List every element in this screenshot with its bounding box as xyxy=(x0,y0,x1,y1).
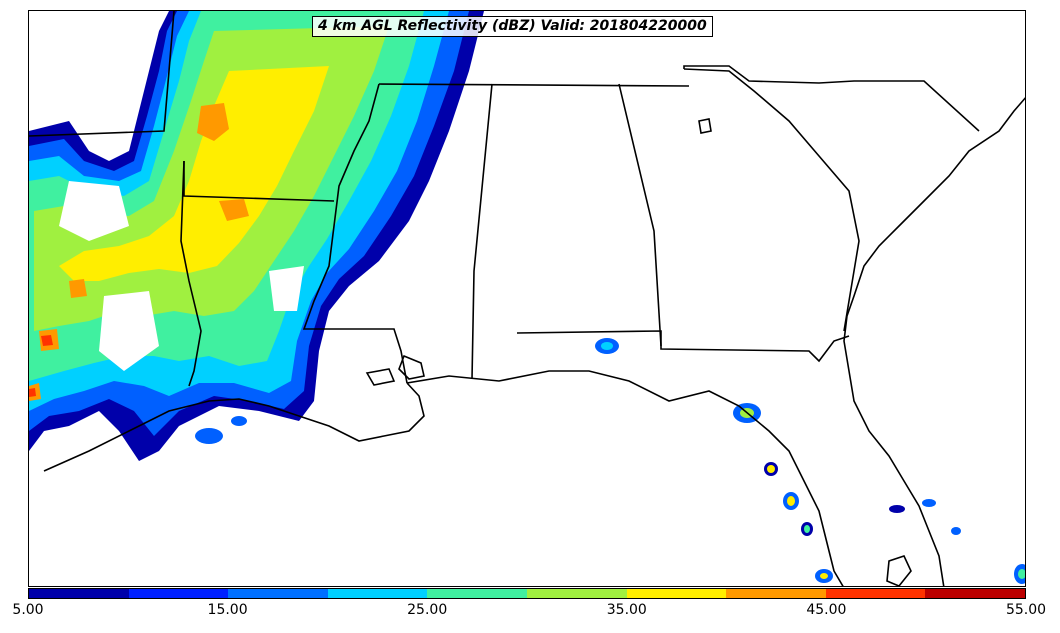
tx-la-state-line xyxy=(180,160,202,387)
atlantic-coastline xyxy=(843,97,1025,586)
colorbar-tick-label: 15.00 xyxy=(207,602,248,618)
echo-blob-2 xyxy=(601,342,613,350)
map-title: 4 km AGL Reflectivity (dBZ) Valid: 20180… xyxy=(312,16,713,37)
echo-blob-19 xyxy=(231,416,247,426)
colorbar-tick-label: 45.00 xyxy=(806,602,847,618)
reflectivity-colorbar xyxy=(28,588,1026,599)
echo-blob-14 xyxy=(922,499,936,507)
reflectivity-map xyxy=(29,11,1025,586)
colorbar-swatch-5 xyxy=(427,589,527,598)
echo-gap-4 xyxy=(49,11,149,106)
colorbar-swatch-9 xyxy=(825,589,926,598)
colorbar-tick-label: 55.00 xyxy=(1005,602,1047,618)
echo-blob-6 xyxy=(767,465,775,473)
map-panel: 4 km AGL Reflectivity (dBZ) Valid: 20180… xyxy=(28,10,1026,587)
scattered-echoes xyxy=(195,338,1025,584)
colorbar-swatch-10 xyxy=(925,589,1025,598)
echo-gap-1 xyxy=(59,181,129,241)
nc-sc-state-line xyxy=(683,65,980,132)
ms-la-river xyxy=(302,83,408,384)
echo-gap-2 xyxy=(99,291,159,371)
echo-blob-17 xyxy=(1018,569,1025,579)
echo-blob-18 xyxy=(195,428,223,444)
al-fl-state-line xyxy=(516,330,850,363)
echo-red-cell-2 xyxy=(29,388,36,397)
echo-orange-cell-1 xyxy=(197,103,229,141)
lake-pontchartrain xyxy=(365,368,396,386)
echo-orange-cell-2 xyxy=(219,199,249,221)
echo-yellow-band xyxy=(59,66,329,281)
ga-sc-state-line xyxy=(683,68,860,332)
gulf-coastline-central xyxy=(406,370,844,586)
ok-ar-line xyxy=(29,11,175,137)
florida-lake xyxy=(886,555,912,586)
tn-state-line xyxy=(378,83,690,87)
colorbar-swatch-3 xyxy=(228,589,328,598)
echo-blob-8 xyxy=(787,496,795,506)
colorbar-tick-label: 35.00 xyxy=(606,602,647,618)
colorbar-swatch-7 xyxy=(626,589,727,598)
colorbar-swatch-6 xyxy=(526,589,627,598)
ms-al-state-line xyxy=(471,83,493,380)
echo-red-cell-1 xyxy=(41,335,53,346)
echo-blob-12 xyxy=(820,573,828,579)
echo-orange-cell-4 xyxy=(69,279,87,298)
colorbar-tick-label: 25.00 xyxy=(407,602,448,618)
georgia-reservoir xyxy=(698,118,712,134)
colorbar-tick-label: 5.00 xyxy=(12,602,44,618)
colorbar-swatch-1 xyxy=(29,589,129,598)
echo-blob-10 xyxy=(804,525,810,533)
al-ga-state-line xyxy=(618,83,662,347)
radar-echoes xyxy=(29,11,484,461)
colorbar-swatch-8 xyxy=(726,589,826,598)
gulf-coastline-west xyxy=(43,382,425,472)
mobile-bay xyxy=(398,354,425,380)
echo-blob-13 xyxy=(889,505,905,513)
echo-blob-15 xyxy=(951,527,961,535)
colorbar-swatch-4 xyxy=(327,589,428,598)
echo-gap-3 xyxy=(269,266,304,311)
colorbar-swatch-2 xyxy=(128,589,229,598)
geographic-boundaries xyxy=(29,11,1025,586)
